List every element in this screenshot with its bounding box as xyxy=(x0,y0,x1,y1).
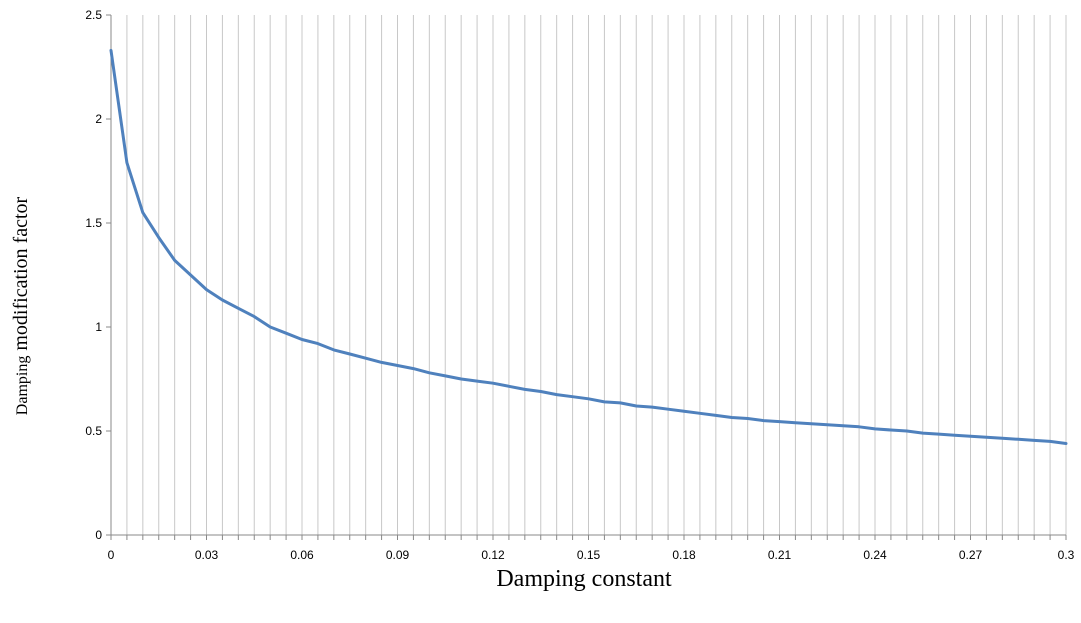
x-tick-labels: 0 0.03 0.06 0.09 0.12 0.15 0.18 0.21 0.24 0.27 0.3 xyxy=(108,548,1075,562)
x-tick-label: 0.27 xyxy=(959,548,983,562)
y-axis-title-rest: modification factor xyxy=(10,196,32,355)
x-tick-label: 0.21 xyxy=(768,548,792,562)
x-tick-label: 0.18 xyxy=(672,548,696,562)
x-tick-label: 0.24 xyxy=(863,548,887,562)
x-tick-label: 0.06 xyxy=(290,548,314,562)
y-axis-title: Damping modification factor xyxy=(10,196,32,415)
vertical-gridlines xyxy=(126,15,1067,535)
y-tick-label: 1 xyxy=(95,320,102,334)
y-tick-label: 2.5 xyxy=(85,8,102,22)
y-axis-title-prefix: Damping xyxy=(14,356,31,416)
series-line xyxy=(109,48,1068,445)
y-tick-label: 0 xyxy=(95,528,102,542)
x-axis-title: Damping constant xyxy=(496,566,672,592)
tick-marks xyxy=(106,14,1067,540)
x-tick-label: 0.09 xyxy=(386,548,410,562)
y-tick-labels: 0 0.5 1 1.5 2 2.5 xyxy=(85,8,102,542)
y-tick-label: 1.5 xyxy=(85,216,102,230)
x-tick-label: 0 xyxy=(108,548,115,562)
x-tick-label: 0.15 xyxy=(577,548,601,562)
series-group xyxy=(109,48,1068,445)
y-tick-label: 0.5 xyxy=(85,424,102,438)
y-tick-label: 2 xyxy=(95,112,102,126)
x-tick-label: 0.3 xyxy=(1058,548,1075,562)
x-tick-label: 0.12 xyxy=(481,548,505,562)
axes xyxy=(106,15,1066,536)
x-tick-label: 0.03 xyxy=(195,548,219,562)
